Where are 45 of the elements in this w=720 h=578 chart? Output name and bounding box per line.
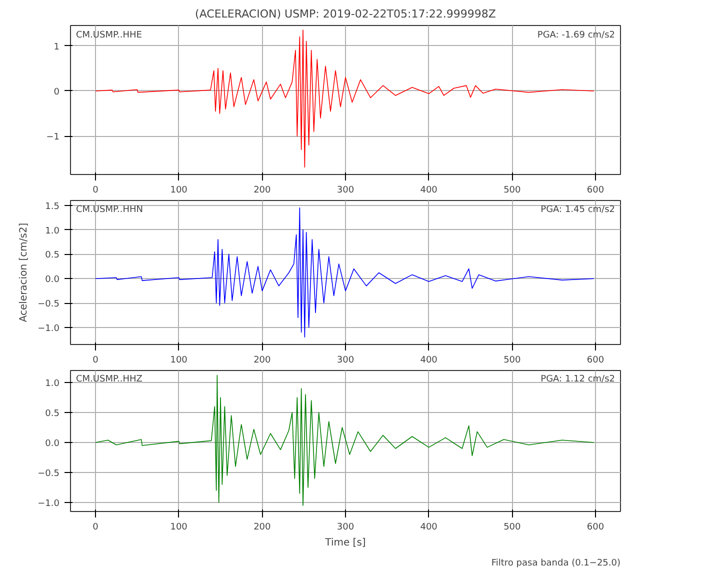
x-tick-label: 300 (336, 186, 354, 196)
text: Filtro pasa banda (0.1−25.0) (491, 558, 621, 568)
x-tick-label: 400 (420, 522, 438, 532)
x-tick-label: 600 (586, 356, 604, 366)
annotation: PGA: 1.12 cm/s2 (540, 374, 616, 385)
y-tick-label: 0.0 (45, 439, 60, 449)
x-tick-label: 100 (170, 186, 188, 196)
x-tick-label: 200 (254, 356, 272, 366)
y-tick-label: 0.0 (45, 275, 60, 286)
y-tick-label: −0.5 (38, 469, 60, 479)
x-tick-label: 200 (254, 186, 272, 196)
x-tick-label: 400 (420, 356, 438, 366)
x-tick-label: 500 (504, 522, 522, 532)
y-tick-label: 1.5 (45, 202, 60, 212)
annotation: PGA: 1.45 cm/s2 (540, 204, 616, 215)
y-tick-label: 0.5 (45, 250, 60, 261)
x-tick-label: 300 (336, 522, 354, 532)
x-tick-label: 500 (504, 186, 522, 196)
x-tick-label: 600 (586, 186, 604, 196)
x-tick-label: 100 (170, 356, 188, 366)
y-tick-label: −1.0 (38, 499, 60, 509)
y-tick-label: 1.0 (45, 226, 60, 236)
annotation: CM.USMP..HHZ (76, 374, 142, 385)
y-tick-label: −1 (46, 132, 60, 143)
chart-title: (ACELERACION) USMP: 2019-02-22T05:17:22.999998Z (195, 8, 496, 20)
annotation: CM.USMP..HHN (76, 204, 143, 215)
annotation: CM.USMP..HHE (76, 30, 142, 40)
y-tick-label: −1.0 (38, 324, 60, 334)
y-tick-label: 0.5 (45, 409, 60, 419)
y-tick-label: 1 (54, 42, 60, 52)
x-tick-label: 0 (92, 522, 99, 532)
x-tick-label: 200 (254, 522, 272, 532)
x-tick-label: 300 (336, 356, 354, 366)
y-tick-label: 1.0 (45, 379, 60, 389)
x-tick-label: 0 (92, 356, 99, 366)
y-axis-title: Aceleracion [cm/s2] (18, 222, 30, 322)
x-tick-label: 600 (586, 522, 604, 532)
annotation: PGA: -1.69 cm/s2 (537, 30, 616, 40)
x-tick-label: 100 (170, 522, 188, 532)
x-tick-label: 400 (420, 186, 438, 196)
x-axis-title: Time [s] (324, 538, 366, 548)
x-tick-label: 500 (504, 356, 522, 366)
y-tick-label: −0.5 (38, 300, 60, 310)
x-tick-label: 0 (92, 186, 99, 196)
y-tick-label: 0 (54, 87, 60, 98)
